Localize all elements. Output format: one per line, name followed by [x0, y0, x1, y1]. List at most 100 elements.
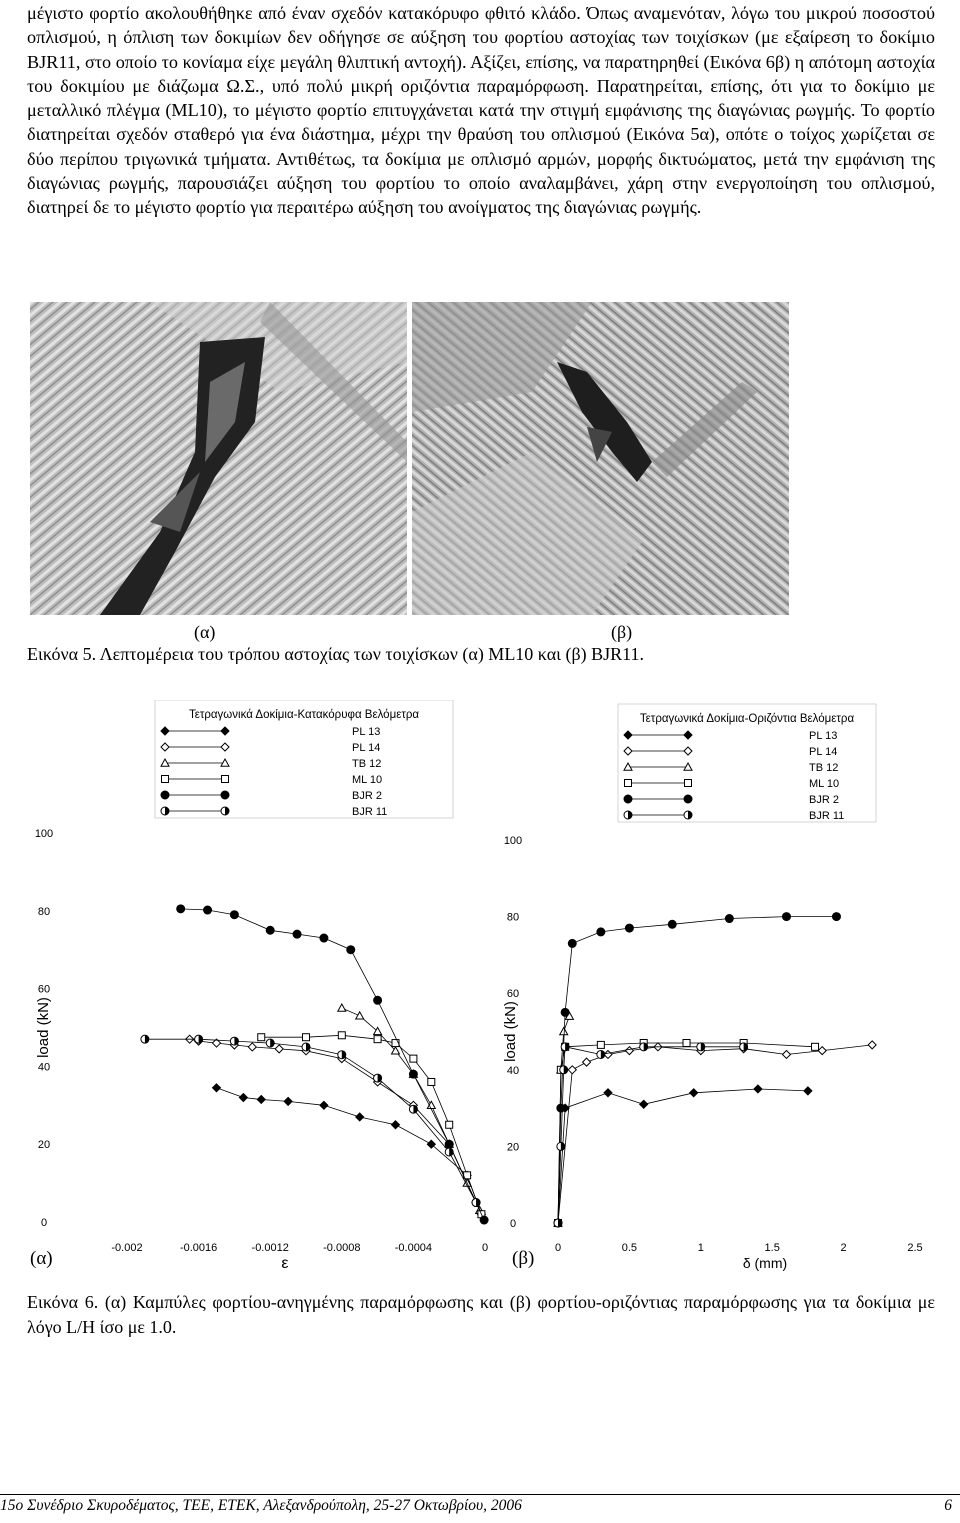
data-point-half — [565, 1042, 570, 1051]
legend-marker — [160, 790, 170, 800]
data-point — [354, 1010, 365, 1020]
x-tick-label: 0 — [555, 1242, 561, 1254]
legend-marker — [684, 779, 692, 787]
data-point — [471, 1198, 481, 1208]
data-point — [302, 1033, 310, 1042]
photo-bjr11-failure — [412, 302, 789, 615]
legend-marker — [220, 742, 230, 752]
data-point — [682, 1038, 691, 1047]
data-point-half — [600, 1050, 605, 1059]
legend-marker — [220, 806, 230, 816]
data-point-half — [413, 1105, 418, 1114]
series-line — [557, 1044, 873, 1224]
data-point — [292, 929, 302, 939]
legend-marker — [160, 726, 170, 736]
data-point — [624, 1045, 635, 1056]
y-tick-label: 0 — [510, 1218, 516, 1230]
series-line — [261, 1034, 482, 1215]
data-point-half — [341, 1050, 346, 1059]
y-tick-label: 100 — [504, 835, 522, 847]
x-tick-label: 2 — [841, 1242, 847, 1254]
data-point-half — [270, 1039, 275, 1048]
data-point — [445, 1120, 454, 1129]
data-point — [256, 1094, 266, 1105]
data-point — [427, 1077, 436, 1086]
series-line — [144, 1038, 477, 1203]
y-tick-label: 40 — [38, 1061, 50, 1073]
legend-label: ML 10 — [352, 774, 382, 786]
legend-marker — [160, 742, 170, 752]
series-line — [180, 908, 485, 1221]
x-tick-label: 2.5 — [907, 1242, 922, 1254]
legend-label: PL 14 — [352, 742, 380, 754]
y-tick-label: 40 — [507, 1065, 519, 1077]
data-point — [301, 1042, 311, 1052]
data-point — [558, 1026, 569, 1036]
x-tick-label: -0.0016 — [180, 1242, 217, 1254]
data-point — [688, 1088, 699, 1098]
figure6-caption: Εικόνα 6. (α) Καμπύλες φορτίου-ανηγμένης… — [27, 1292, 935, 1337]
data-point — [567, 938, 577, 948]
legend-box — [154, 700, 454, 819]
legend-marker — [161, 775, 169, 783]
legend-marker — [683, 761, 693, 771]
data-point — [811, 1042, 820, 1051]
data-point — [624, 923, 634, 933]
data-point-half — [560, 1142, 565, 1151]
data-point — [408, 1069, 418, 1079]
data-point — [283, 1096, 293, 1107]
legend-marker — [683, 730, 693, 740]
data-point — [372, 1026, 383, 1036]
data-point — [211, 1038, 222, 1048]
data-point — [247, 1042, 258, 1052]
figure5-caption: Εικόνα 5. Λεπτομέρεια του τρόπου αστοχία… — [27, 644, 644, 664]
data-point — [696, 1042, 706, 1052]
data-point-half — [700, 1042, 705, 1051]
data-point-half — [306, 1042, 310, 1051]
legend-marker-half — [225, 807, 229, 815]
data-point — [238, 1092, 249, 1103]
data-point — [140, 1034, 150, 1044]
data-point — [596, 1049, 606, 1059]
x-tick-label: -0.0012 — [252, 1242, 289, 1254]
legend-label: PL 14 — [809, 746, 837, 758]
data-point-half — [643, 1042, 648, 1051]
data-point — [667, 919, 677, 929]
legend-marker — [623, 761, 633, 771]
data-point-half — [234, 1037, 239, 1046]
figure6-label-a: (α) — [30, 1248, 53, 1269]
legend-label: BJR 11 — [809, 810, 844, 822]
data-point-half — [377, 1074, 382, 1083]
series-line — [557, 916, 837, 1224]
legend-marker — [221, 775, 229, 783]
legend-marker — [220, 757, 230, 767]
data-point — [781, 912, 791, 922]
legend-marker — [160, 757, 170, 767]
legend-marker — [623, 730, 633, 740]
data-point — [265, 925, 275, 935]
legend-marker — [683, 794, 693, 804]
chart-horizontal-gauges: Τετραγωνικά Δοκίμια-Οριζόντια Βελόμετρα P… — [502, 703, 923, 1271]
data-point — [444, 1139, 454, 1149]
data-point — [408, 1104, 418, 1114]
data-point — [560, 1007, 570, 1017]
data-point — [553, 1218, 563, 1228]
data-point — [337, 1031, 346, 1040]
data-point — [603, 1088, 613, 1098]
data-point — [479, 1215, 489, 1225]
data-point — [229, 1036, 239, 1046]
data-point — [354, 1112, 365, 1122]
data-point — [559, 1065, 569, 1075]
x-tick-label: -0.002 — [111, 1242, 142, 1254]
data-point — [373, 1073, 383, 1083]
legend-label: PL 13 — [352, 726, 380, 738]
y-axis-label: load (kN) — [35, 997, 52, 1058]
data-point — [229, 910, 239, 920]
y-tick-label: 80 — [507, 912, 519, 924]
data-point — [390, 1045, 401, 1055]
legend-marker-half — [165, 807, 169, 815]
legend-label: BJR 2 — [352, 790, 382, 802]
data-point — [203, 905, 213, 915]
legend-marker — [683, 810, 693, 820]
data-point — [336, 1003, 347, 1012]
